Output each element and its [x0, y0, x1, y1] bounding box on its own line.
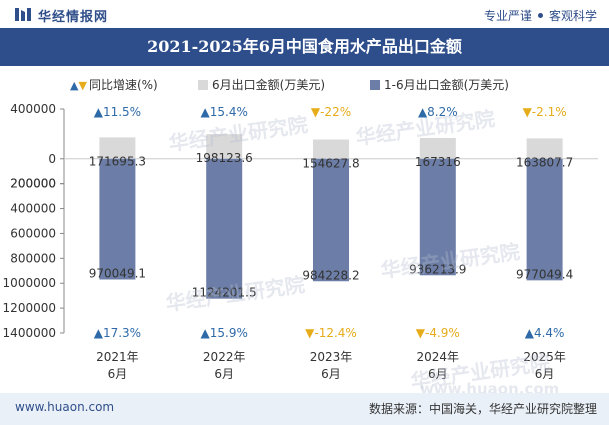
- growth-label-june: ▲11.5%: [94, 105, 141, 119]
- growth-label-cumulative: ▲15.9%: [201, 326, 248, 340]
- legend-cumulative-swatch: [370, 79, 380, 90]
- tagline: 专业严谨 客观科学: [484, 7, 597, 24]
- growth-label-june: ▼-2.1%: [523, 105, 567, 119]
- data-label-june: 198123.6: [196, 151, 253, 165]
- x-tick-label: 2025年: [523, 350, 566, 364]
- footer-source: 数据来源：中国海关，华经产业研究院整理: [368, 402, 597, 416]
- y-tick-label: 1000000: [3, 276, 56, 290]
- legend-cumulative: 1-6月出口金额(万美元): [370, 76, 509, 93]
- bar-cumulative: [206, 158, 243, 299]
- bar-june: [99, 137, 136, 159]
- chart-legend: ▲▼ 同比增速(%) 6月出口金额(万美元) 1-6月出口金额(万美元): [0, 74, 609, 94]
- y-tick-label: 1200000: [3, 301, 56, 315]
- data-label-june: 163807.7: [516, 155, 573, 169]
- x-tick-label: 2023年: [310, 350, 353, 364]
- legend-growth-label: 同比增速(%): [88, 78, 158, 92]
- bar-june: [526, 138, 563, 159]
- bar-cumulative: [99, 158, 136, 280]
- y-tick-label: 800000: [10, 251, 56, 265]
- data-label-june: 171695.3: [89, 154, 146, 168]
- legend-june: 6月出口金额(万美元): [198, 76, 325, 93]
- x-tick-label: 6月: [214, 367, 234, 381]
- data-label-cumulative: 970049.1: [89, 266, 146, 280]
- bar-june: [313, 139, 349, 159]
- data-label-cumulative: 1124201.5: [192, 286, 257, 300]
- legend-june-swatch: [198, 79, 208, 90]
- y-tick-label: 0: [48, 152, 56, 166]
- legend-up-triangle-icon: ▲: [70, 79, 79, 92]
- tagline-left: 专业严谨: [483, 9, 532, 23]
- growth-label-cumulative: ▲17.3%: [94, 326, 141, 340]
- brand-logo-icon: [15, 8, 31, 21]
- chart-canvas: 4000002000000200000400000600000800000100…: [3, 102, 598, 381]
- bar-cumulative: [526, 158, 563, 281]
- legend-cumulative-label: 1-6月出口金额(万美元): [384, 78, 509, 92]
- x-tick-label: 2022年: [203, 350, 246, 364]
- growth-label-june: ▲15.4%: [201, 105, 248, 119]
- title-bar: 2021-2025年6月中国食用水产品出口金额: [0, 28, 609, 66]
- chart-title: 2021-2025年6月中国食用水产品出口金额: [147, 37, 462, 56]
- brand-name: 华经情报网: [38, 10, 109, 25]
- bar-june: [206, 134, 243, 159]
- legend-june-label: 6月出口金额(万美元): [212, 78, 325, 92]
- x-tick-label: 6月: [535, 367, 555, 381]
- growth-label-cumulative: ▼-12.4%: [305, 326, 357, 340]
- data-label-cumulative: 984228.2: [302, 268, 359, 282]
- growth-label-cumulative: ▲4.4%: [525, 326, 565, 340]
- tagline-right: 客观科学: [548, 9, 597, 23]
- growth-label-june: ▼-22%: [311, 105, 351, 119]
- bar-cumulative: [419, 158, 456, 276]
- data-label-june: 154627.8: [302, 157, 359, 171]
- legend-down-triangle-icon: ▼: [78, 79, 87, 92]
- x-tick-label: 6月: [108, 367, 128, 381]
- y-tick-label: 600000: [10, 226, 56, 240]
- x-tick-label: 2021年: [96, 350, 139, 364]
- y-tick-label: 400000: [10, 102, 56, 116]
- growth-label-cumulative: ▼-4.9%: [416, 326, 460, 340]
- y-tick-label: 200000: [10, 177, 56, 191]
- y-tick-label: 1400000: [3, 326, 56, 340]
- legend-growth: ▲▼ 同比增速(%): [70, 76, 158, 93]
- data-label-june: 167316: [415, 155, 461, 169]
- growth-label-june: ▲8.2%: [418, 105, 458, 119]
- footer-url[interactable]: www.huaon.com: [15, 400, 115, 414]
- top-bar: 华经情报网 专业严谨 客观科学: [0, 0, 609, 28]
- y-tick-label: 400000: [10, 202, 56, 216]
- data-label-cumulative: 977049.4: [516, 267, 573, 281]
- x-tick-label: 6月: [321, 367, 341, 381]
- x-tick-label: 6月: [428, 367, 448, 381]
- x-tick-label: 2024年: [417, 350, 460, 364]
- bar-june: [419, 137, 456, 159]
- tagline-dot-icon: [537, 13, 543, 18]
- y-tick-label: 200000: [10, 177, 56, 191]
- bar-cumulative: [313, 158, 349, 282]
- data-label-cumulative: 936213.9: [409, 262, 466, 276]
- footer: www.huaon.com 数据来源：中国海关，华经产业研究院整理: [0, 393, 609, 425]
